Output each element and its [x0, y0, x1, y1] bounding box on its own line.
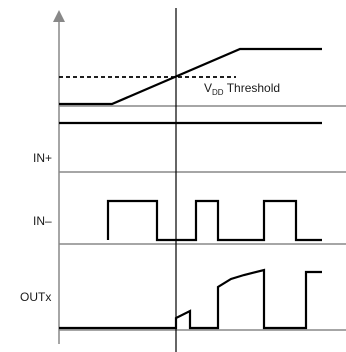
outx-label: OUTx [20, 290, 52, 304]
vdd-threshold-label: VDD Threshold [204, 81, 280, 97]
in-minus-waveform [106, 199, 322, 242]
outx-waveform [59, 268, 322, 330]
vdd-symbol: V [204, 81, 213, 95]
vdd-subscript: DD [212, 88, 224, 97]
threshold-word: Threshold [226, 81, 281, 95]
in-plus-label: IN+ [33, 151, 53, 165]
in-minus-label: IN– [33, 214, 52, 228]
vdd-waveform [59, 47, 322, 106]
